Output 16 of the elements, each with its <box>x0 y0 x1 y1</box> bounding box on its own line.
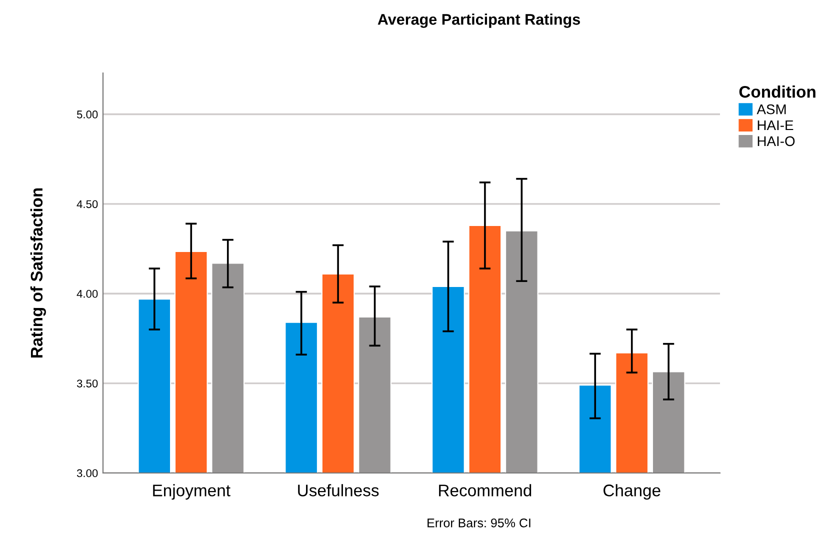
chart-title: Average Participant Ratings <box>378 14 580 28</box>
legend-label: ASM <box>756 104 786 114</box>
x-tick-label: Enjoyment <box>153 484 230 500</box>
legend-label: HAI-E <box>758 120 794 130</box>
y-tick-label: 4.50 <box>76 200 98 208</box>
y-tick-label: 3.00 <box>76 469 98 478</box>
y-tick-label: 5.00 <box>76 110 98 118</box>
y-tick-label: 3.50 <box>76 380 98 388</box>
y-tick-label: 4.00 <box>76 290 98 298</box>
x-tick-label: Usefulness <box>298 484 379 496</box>
x-tick-label: Recommend <box>439 484 532 496</box>
legend-label: HAI-O <box>758 136 795 146</box>
x-tick-label: Change <box>604 484 660 500</box>
y-axis-title: Rating of Satisfaction <box>30 188 46 358</box>
text: Error Bars: 95% CI <box>428 518 530 528</box>
legend-title: Condition <box>739 86 816 98</box>
